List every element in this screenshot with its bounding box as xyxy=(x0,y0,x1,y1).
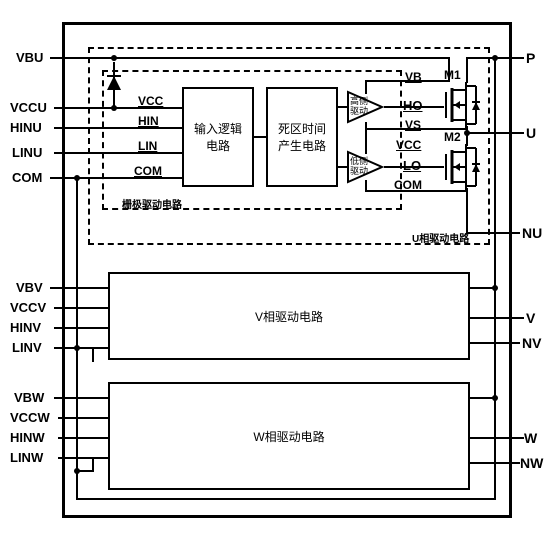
wire xyxy=(365,190,435,192)
w-phase-label: W相驱动电路 xyxy=(253,428,324,445)
pin-nv: NV xyxy=(522,335,541,351)
pin-vbv: VBV xyxy=(16,280,43,295)
sig-com: COM xyxy=(134,164,162,178)
wire xyxy=(254,136,266,138)
node-dot xyxy=(111,55,117,61)
pin-linv: LINV xyxy=(12,340,42,355)
wire xyxy=(54,327,108,329)
gate-drive-caption: 栅极驱动电路 xyxy=(122,196,182,211)
chip-diagram: VBU VCCU HINU LINU COM VBV VCCV HINV LIN… xyxy=(10,10,544,530)
pin-vccu: VCCU xyxy=(10,100,47,115)
mosfet-m1-label: M1 xyxy=(444,68,461,82)
v-phase-block: V相驱动电路 xyxy=(108,272,470,360)
node-dot xyxy=(74,175,80,181)
sig-vcc: VCC xyxy=(138,94,163,108)
wire xyxy=(100,57,450,59)
wire xyxy=(365,80,450,82)
pin-vbu: VBU xyxy=(16,50,43,65)
pin-vbw: VBW xyxy=(14,390,44,405)
wire xyxy=(58,457,108,459)
pin-p: P xyxy=(526,50,535,66)
input-logic-block: 输入逻辑 电路 xyxy=(182,87,254,187)
pin-vccv: VCCV xyxy=(10,300,46,315)
sig-vcc2: VCC xyxy=(396,138,421,152)
pin-com: COM xyxy=(12,170,42,185)
node-dot xyxy=(111,105,117,111)
wire xyxy=(365,128,450,130)
v-phase-label: V相驱动电路 xyxy=(255,308,323,325)
deadtime-label: 死区时间 产生电路 xyxy=(278,120,326,154)
wire xyxy=(365,80,367,94)
u-phase-caption: U相驱动电路 xyxy=(412,230,469,245)
wire xyxy=(470,317,524,319)
wire xyxy=(54,397,108,399)
pin-w: W xyxy=(524,430,537,446)
wire xyxy=(58,437,108,439)
wire xyxy=(338,166,348,168)
node-dot xyxy=(74,468,80,474)
pin-hinw: HINW xyxy=(10,430,45,445)
input-logic-label: 输入逻辑 电路 xyxy=(194,120,242,154)
pin-vccw: VCCW xyxy=(10,410,50,425)
mosfet-m2-icon xyxy=(442,144,486,190)
sig-lin: LIN xyxy=(138,139,157,153)
pin-linw: LINW xyxy=(10,450,43,465)
node-dot xyxy=(74,345,80,351)
node-dot xyxy=(464,130,470,136)
wire xyxy=(430,166,444,168)
pin-nu: NU xyxy=(522,225,542,241)
wire xyxy=(466,188,468,234)
wire xyxy=(92,457,94,472)
wire xyxy=(54,307,108,309)
loside-driver-label: 低侧 驱动 xyxy=(350,156,368,176)
node-dot xyxy=(492,395,498,401)
pin-hinv: HINV xyxy=(10,320,41,335)
deadtime-block: 死区时间 产生电路 xyxy=(266,87,338,187)
wire xyxy=(365,180,367,190)
wire xyxy=(434,190,468,192)
mosfet-m1-icon xyxy=(442,82,486,128)
wire xyxy=(50,287,108,289)
wire xyxy=(470,437,524,439)
p-bus xyxy=(494,57,496,500)
wire xyxy=(92,347,94,362)
pin-u: U xyxy=(526,125,536,141)
node-dot xyxy=(492,55,498,61)
node-dot xyxy=(492,285,498,291)
pin-v: V xyxy=(526,310,535,326)
sig-hin: HIN xyxy=(138,114,159,128)
mosfet-m2-label: M2 xyxy=(444,130,461,144)
bootstrap-diode-icon xyxy=(104,62,124,108)
com-bus xyxy=(76,177,78,500)
wire xyxy=(365,122,367,154)
wire xyxy=(430,106,444,108)
com-bus-bottom xyxy=(76,498,494,500)
wire xyxy=(466,57,468,83)
wire xyxy=(58,417,108,419)
hiside-driver-label: 高侧 驱动 xyxy=(350,96,368,116)
pin-linu: LINU xyxy=(12,145,42,160)
pin-nw: NW xyxy=(520,455,543,471)
pin-hinu: HINU xyxy=(10,120,42,135)
w-phase-block: W相驱动电路 xyxy=(108,382,470,490)
wire xyxy=(338,106,348,108)
